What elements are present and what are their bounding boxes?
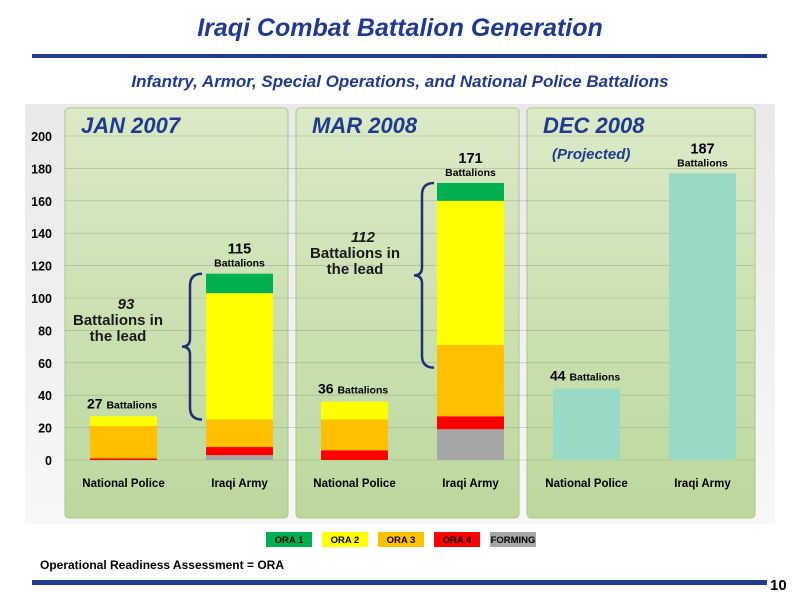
total-label: 171 [458, 151, 482, 167]
bar-segment-forming [206, 455, 273, 460]
bar-segment-ora-3 [437, 344, 504, 417]
lead-brace [413, 181, 435, 369]
y-tick-label: 0 [45, 454, 52, 468]
y-tick-label: 200 [31, 130, 52, 144]
category-label: Iraqi Army [211, 478, 268, 490]
y-tick-label: 80 [38, 324, 52, 338]
total-label: 115 [228, 242, 251, 258]
bar-segment-forming [437, 429, 504, 460]
bar-projected-national-police [553, 388, 620, 460]
legend-swatch-forming [490, 532, 536, 547]
legend-label: ORA 3 [387, 535, 416, 546]
total-unit-label: Battalions [569, 372, 620, 384]
panel-subtitle: (Projected) [552, 146, 630, 163]
bar-segment-ora-3 [206, 419, 273, 448]
annotation-text: Battalions in [73, 312, 163, 329]
total-unit-label: Battalions [445, 167, 496, 179]
slide-subtitle: Infantry, Armor, Special Operations, and… [131, 72, 669, 91]
total-unit-label: Battalions [337, 385, 388, 397]
bar-segment-ora-3 [90, 425, 157, 459]
y-tick-label: 140 [31, 227, 52, 241]
y-tick-label: 160 [31, 195, 52, 209]
annotation-text: Battalions in [310, 245, 400, 262]
total-unit-label: Battalions [677, 157, 728, 169]
category-label: National Police [545, 478, 627, 490]
bar-segment-ora-4 [206, 447, 273, 456]
annotation-text: the lead [327, 261, 384, 278]
annotation-count: 93 [118, 296, 135, 313]
legend-swatch-ora-1 [266, 532, 312, 547]
panel-title: JAN 2007 [81, 113, 182, 138]
legend-label: ORA 2 [331, 535, 360, 546]
y-tick-label: 120 [31, 260, 52, 274]
ora-footnote: Operational Readiness Assessment = ORA [40, 558, 284, 572]
legend-swatch-ora-4 [434, 532, 480, 547]
bar-segment-ora-4 [321, 450, 388, 460]
lead-brace [181, 272, 203, 421]
total-label: 44 Battalions [550, 368, 620, 384]
bar-segment-ora-1 [437, 182, 504, 201]
bar-segment-ora-3 [321, 419, 388, 451]
category-label: Iraqi Army [674, 478, 731, 490]
title-divider [32, 54, 767, 58]
bar-segment-ora-4 [90, 458, 157, 460]
legend-label: ORA 4 [443, 535, 472, 546]
bar-segment-ora-2 [437, 200, 504, 345]
annotation-count: 112 [351, 229, 376, 246]
category-label: National Police [313, 478, 395, 490]
total-label: 36 Battalions [318, 381, 388, 397]
category-label: National Police [82, 478, 164, 490]
bar-segment-ora-4 [437, 416, 504, 430]
y-tick-label: 100 [31, 292, 52, 306]
legend-swatch-ora-3 [378, 532, 424, 547]
legend-label: FORMING [491, 535, 536, 546]
annotation-text: the lead [90, 328, 147, 345]
total-label: 27 Battalions [87, 395, 157, 411]
y-tick-label: 20 [38, 422, 52, 436]
total-unit-label: Battalions [106, 399, 157, 411]
bar-segment-ora-2 [90, 416, 157, 426]
bar-segment-ora-2 [206, 293, 273, 420]
legend-label: ORA 1 [275, 535, 304, 546]
legend-swatch-ora-2 [322, 532, 368, 547]
page-number: 10 [770, 577, 787, 594]
total-label: 187 [690, 141, 714, 157]
total-unit-label: Battalions [214, 258, 265, 270]
y-tick-label: 180 [31, 162, 52, 176]
panel-title: DEC 2008 [543, 113, 645, 138]
panel-title: MAR 2008 [312, 113, 418, 138]
bar-segment-ora-2 [321, 401, 388, 420]
category-label: Iraqi Army [442, 478, 499, 490]
slide-title: Iraqi Combat Battalion Generation [197, 14, 603, 42]
bar-projected-iraqi-army [669, 173, 736, 460]
y-tick-label: 40 [38, 389, 52, 403]
y-tick-label: 60 [38, 357, 52, 371]
bar-segment-ora-1 [206, 273, 273, 294]
footer-divider [32, 580, 767, 585]
